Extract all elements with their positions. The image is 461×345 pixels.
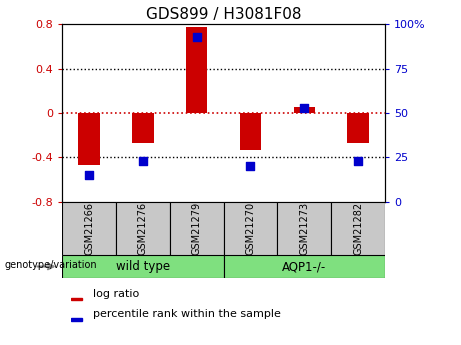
Bar: [224, 255, 385, 278]
Bar: [186, 28, 207, 113]
Bar: [170, 202, 224, 255]
Bar: [224, 202, 278, 255]
Bar: [78, 113, 100, 165]
Text: GSM21276: GSM21276: [138, 202, 148, 255]
Text: wild type: wild type: [116, 260, 170, 273]
Point: [85, 172, 93, 178]
Bar: [278, 202, 331, 255]
Title: GDS899 / H3081F08: GDS899 / H3081F08: [146, 7, 301, 22]
Text: GSM21282: GSM21282: [353, 202, 363, 255]
Bar: [132, 113, 154, 143]
Bar: [331, 202, 385, 255]
Bar: [294, 107, 315, 113]
Point: [139, 158, 147, 164]
Bar: [71, 318, 83, 321]
Text: GSM21266: GSM21266: [84, 202, 94, 255]
Bar: [62, 202, 116, 255]
Text: GSM21273: GSM21273: [299, 202, 309, 255]
Text: GSM21270: GSM21270: [245, 202, 255, 255]
Bar: [240, 113, 261, 150]
Text: log ratio: log ratio: [93, 289, 139, 299]
Text: genotype/variation: genotype/variation: [5, 260, 97, 270]
Text: GSM21279: GSM21279: [192, 202, 202, 255]
Point: [247, 164, 254, 169]
Text: AQP1-/-: AQP1-/-: [282, 260, 326, 273]
Text: percentile rank within the sample: percentile rank within the sample: [93, 309, 281, 319]
Point: [301, 105, 308, 110]
Bar: [116, 202, 170, 255]
Bar: [62, 255, 224, 278]
Bar: [347, 113, 369, 143]
Bar: [71, 298, 83, 300]
Point: [193, 34, 201, 39]
Point: [355, 158, 362, 164]
